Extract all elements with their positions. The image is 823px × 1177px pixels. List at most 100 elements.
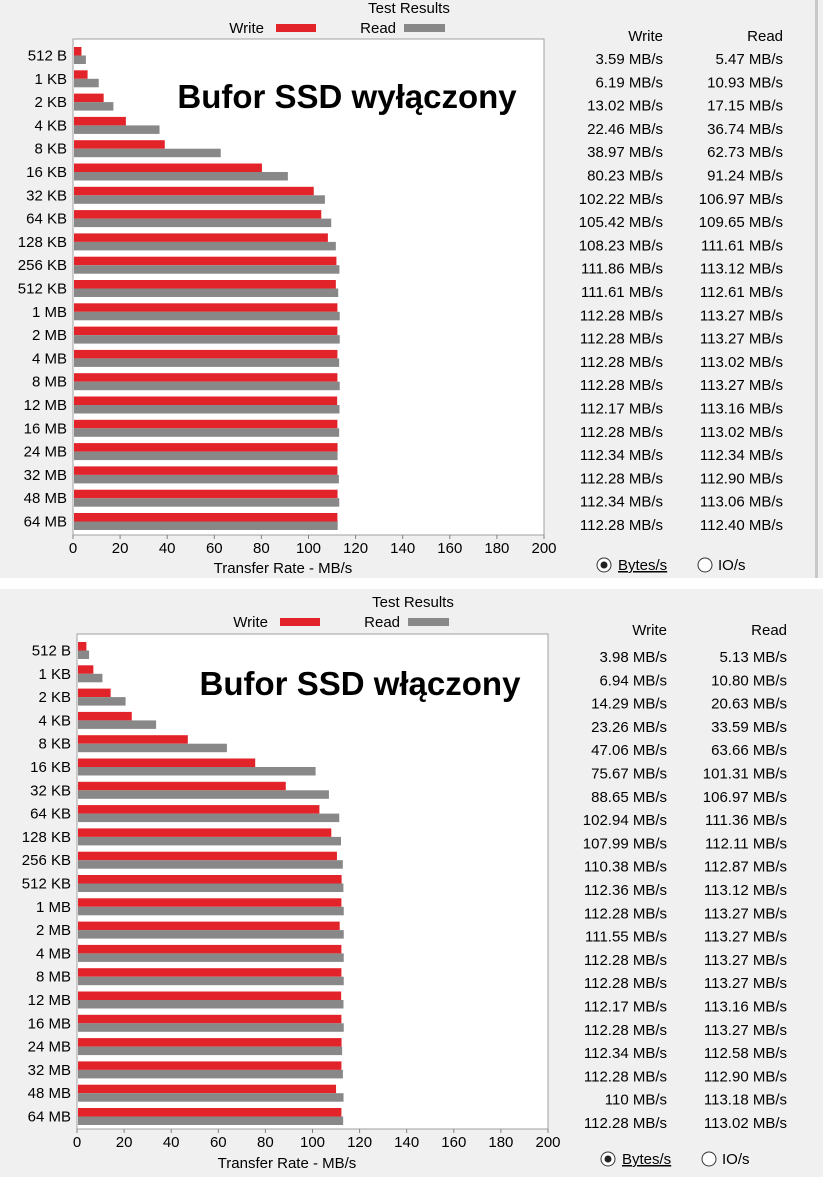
read-bar bbox=[78, 697, 126, 706]
read-value: 111.61 MB/s bbox=[701, 237, 783, 254]
category-label: 512 KB bbox=[18, 281, 67, 298]
write-value: 107.99 MB/s bbox=[583, 835, 667, 852]
read-bar bbox=[78, 650, 90, 659]
category-label: 64 MB bbox=[28, 1109, 71, 1126]
x-tick-label: 0 bbox=[69, 540, 77, 557]
results-panel-buffer-on: Test Results Write Read 0 20 40 60 80 100 120 140 1… bbox=[0, 589, 823, 1177]
read-value: 62.73 MB/s bbox=[707, 144, 783, 161]
write-value: 112.28 MB/s bbox=[580, 517, 663, 534]
write-bar bbox=[78, 758, 256, 767]
read-bar bbox=[78, 906, 344, 916]
read-value: 112.40 MB/s bbox=[700, 517, 783, 534]
read-value: 113.18 MB/s bbox=[704, 1092, 787, 1109]
legend-read-swatch bbox=[404, 24, 445, 32]
read-value: 106.97 MB/s bbox=[699, 191, 783, 208]
category-label: 24 MB bbox=[28, 1039, 71, 1056]
read-bar bbox=[78, 813, 340, 823]
write-value: 112.28 MB/s bbox=[580, 377, 663, 394]
read-value: 112.58 MB/s bbox=[704, 1045, 787, 1062]
write-bar bbox=[78, 875, 342, 884]
category-label: 128 KB bbox=[18, 234, 67, 251]
radio-ring[interactable] bbox=[697, 557, 713, 573]
write-bar bbox=[74, 47, 82, 56]
write-bar bbox=[74, 373, 338, 382]
read-value: 113.02 MB/s bbox=[704, 1115, 787, 1132]
write-bar bbox=[74, 443, 338, 452]
read-value: 5.13 MB/s bbox=[719, 649, 787, 666]
write-value: 111.86 MB/s bbox=[581, 261, 663, 278]
radio-io-label[interactable]: IO/s bbox=[722, 1151, 750, 1168]
read-bar bbox=[78, 930, 344, 939]
write-bar bbox=[78, 642, 87, 651]
write-value: 111.61 MB/s bbox=[581, 284, 663, 301]
category-label: 48 MB bbox=[28, 1085, 71, 1102]
write-value: 102.22 MB/s bbox=[579, 191, 663, 208]
radio-bytes-label[interactable]: Bytes/s bbox=[618, 557, 667, 574]
x-tick-label: 100 bbox=[296, 540, 321, 557]
chart-title: Test Results bbox=[368, 0, 450, 17]
overlay-annotation: Bufor SSD wyłączony bbox=[177, 78, 517, 115]
category-label: 2 MB bbox=[32, 327, 67, 344]
write-value: 112.28 MB/s bbox=[580, 307, 663, 324]
chart-group: Test Results Write Read 0 20 40 60 80 100 120 140 1… bbox=[22, 594, 787, 1172]
legend-write-label: Write bbox=[233, 614, 268, 631]
category-label: 16 KB bbox=[30, 759, 71, 776]
read-bar bbox=[74, 172, 288, 181]
read-value: 106.97 MB/s bbox=[703, 789, 787, 806]
read-value: 63.66 MB/s bbox=[711, 742, 787, 759]
radio-io-per-second[interactable]: IO/s bbox=[701, 1151, 750, 1168]
category-label: 1 KB bbox=[38, 666, 71, 683]
read-value: 113.02 MB/s bbox=[700, 424, 783, 441]
write-value: 88.65 MB/s bbox=[591, 789, 667, 806]
write-value: 112.28 MB/s bbox=[584, 905, 667, 922]
write-column-header: Write bbox=[628, 28, 663, 45]
read-value: 113.27 MB/s bbox=[704, 952, 787, 969]
radio-bytes-label[interactable]: Bytes/s bbox=[622, 1151, 671, 1168]
read-value: 17.15 MB/s bbox=[707, 98, 783, 115]
write-value: 108.23 MB/s bbox=[579, 237, 663, 254]
radio-bytes-per-second[interactable]: Bytes/s bbox=[596, 557, 667, 574]
write-bar bbox=[74, 210, 322, 219]
category-label: 128 KB bbox=[22, 829, 71, 846]
write-bar bbox=[74, 326, 338, 336]
results-panel-buffer-off: Test Results Write Read 0 20 40 60 80 100 120 140 1… bbox=[0, 0, 823, 578]
read-value: 113.02 MB/s bbox=[700, 354, 783, 371]
legend-read-swatch bbox=[408, 618, 449, 626]
x-tick-label: 80 bbox=[253, 540, 270, 557]
write-value: 112.34 MB/s bbox=[580, 447, 663, 464]
read-value: 112.61 MB/s bbox=[700, 284, 783, 301]
write-bar bbox=[78, 921, 340, 931]
x-tick-label: 100 bbox=[300, 1134, 325, 1151]
radio-io-label[interactable]: IO/s bbox=[718, 557, 746, 574]
radio-io-per-second[interactable]: IO/s bbox=[697, 557, 746, 574]
read-bar bbox=[74, 428, 340, 437]
read-bar bbox=[74, 381, 340, 391]
chart-group: Test Results Write Read 0 20 40 60 80 100 120 140 1… bbox=[18, 0, 783, 577]
category-label: 12 MB bbox=[28, 992, 71, 1009]
category-label: 32 KB bbox=[30, 782, 71, 799]
write-bar bbox=[74, 280, 336, 289]
write-bar bbox=[74, 256, 337, 266]
radio-ring[interactable] bbox=[701, 1151, 717, 1167]
write-value: 112.17 MB/s bbox=[580, 401, 663, 418]
write-bar bbox=[78, 711, 132, 721]
radio-selected-dot bbox=[604, 1155, 612, 1163]
category-label: 2 MB bbox=[36, 922, 71, 939]
category-label: 64 MB bbox=[24, 514, 67, 531]
write-value: 80.23 MB/s bbox=[587, 168, 663, 185]
x-tick-label: 120 bbox=[347, 1134, 372, 1151]
write-bar bbox=[74, 163, 262, 172]
read-value: 10.93 MB/s bbox=[707, 74, 783, 91]
category-label: 512 B bbox=[28, 48, 67, 65]
read-bar bbox=[74, 195, 325, 204]
category-label: 48 MB bbox=[24, 490, 67, 507]
write-bar bbox=[74, 349, 338, 359]
write-value: 112.28 MB/s bbox=[584, 1068, 667, 1085]
legend-read-label: Read bbox=[364, 614, 400, 631]
read-bar bbox=[78, 790, 329, 799]
read-value: 113.12 MB/s bbox=[704, 882, 787, 899]
write-value: 22.46 MB/s bbox=[587, 121, 663, 138]
radio-bytes-per-second[interactable]: Bytes/s bbox=[600, 1151, 671, 1168]
category-label: 32 MB bbox=[28, 1062, 71, 1079]
read-bar bbox=[74, 78, 99, 88]
